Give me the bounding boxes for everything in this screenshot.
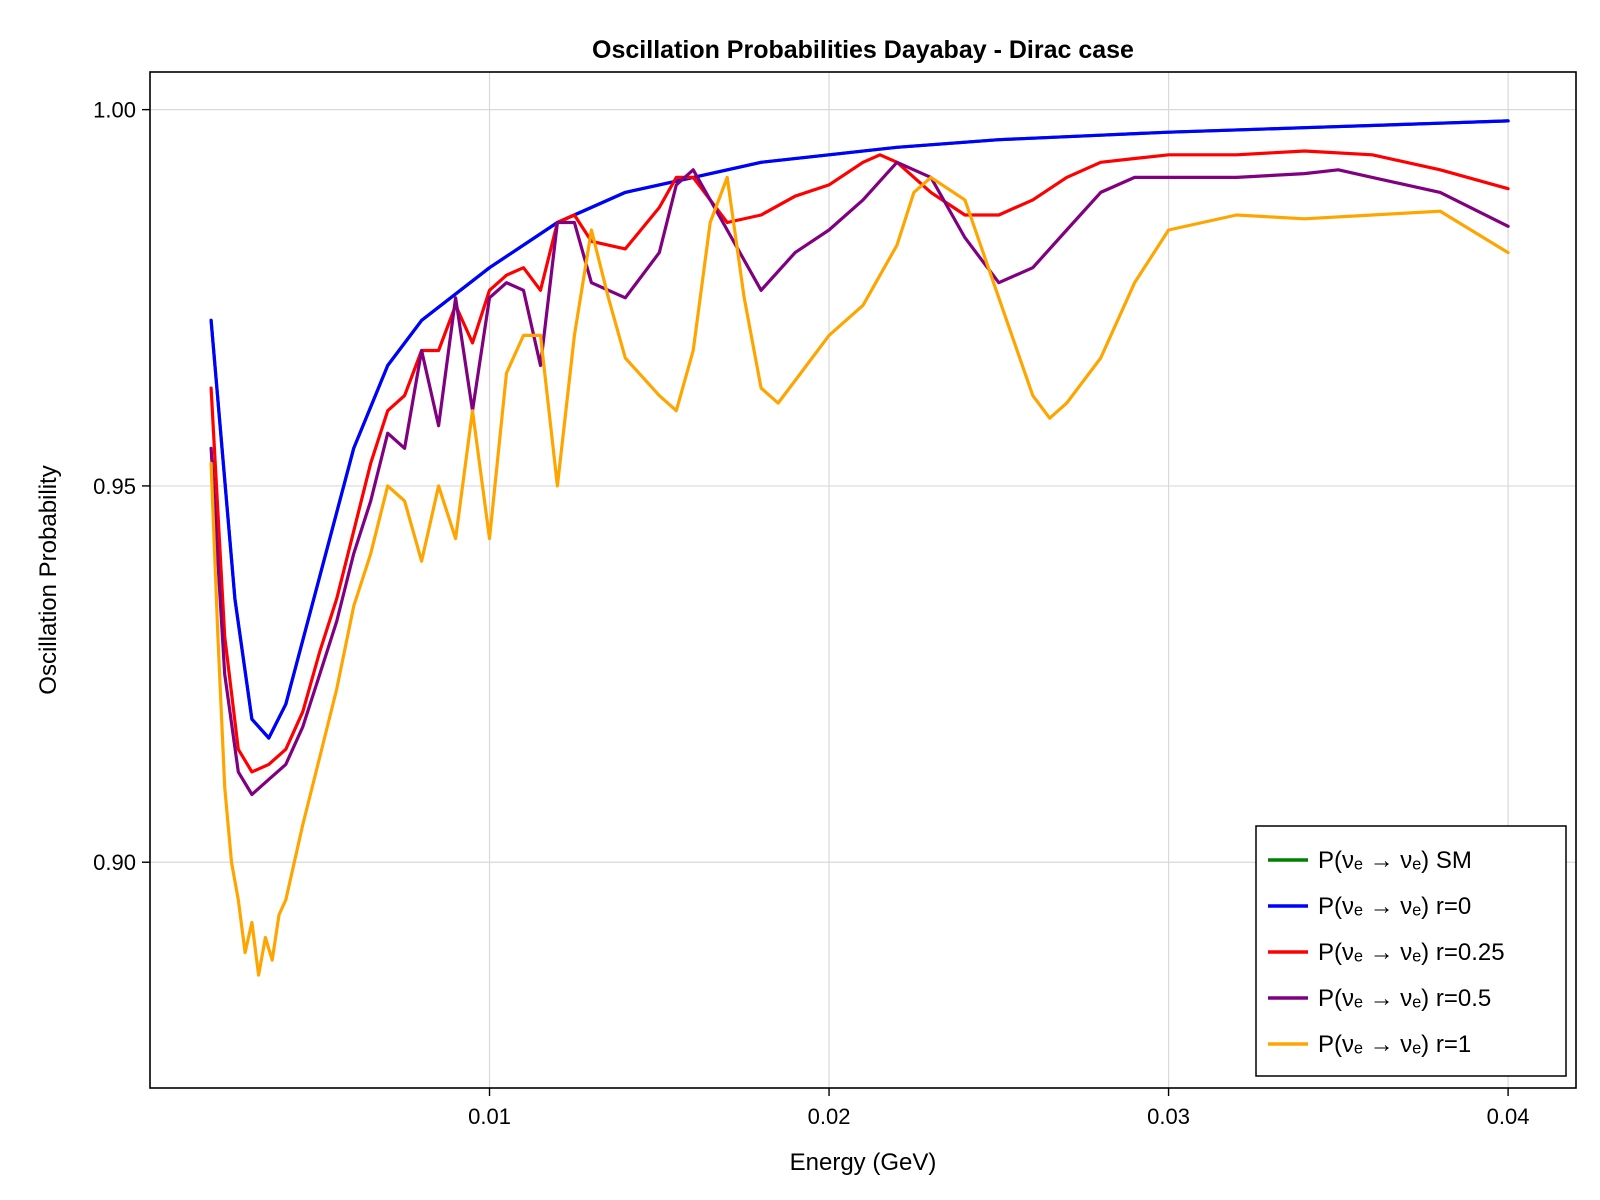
plot-frame [149, 71, 1577, 1089]
legend: P(νₑ → νₑ) SM P(νₑ → νₑ) r=0 P(νₑ → νₑ) r=… [1255, 825, 1567, 1077]
x-axis-label: Energy (GeV) [790, 1149, 937, 1176]
series-line-2 [209, 149, 1510, 774]
tick-layer: 0.01 0.02 0.03 0.04 0.90 0.95 1.00 [93, 98, 1529, 1129]
legend-label-1: P(νₑ → νₑ) r=0 [1318, 893, 1471, 920]
series-line-4 [209, 175, 1510, 977]
x-tick-label: 0.04 [1487, 1104, 1530, 1129]
legend-label-3: P(νₑ → νₑ) r=0.5 [1318, 985, 1491, 1012]
series-line-3 [209, 160, 1510, 797]
x-tick-label: 0.01 [468, 1104, 511, 1129]
x-tick-label: 0.03 [1147, 1104, 1190, 1129]
chart-title: Oscillation Probabilities Dayabay - Dira… [592, 36, 1134, 64]
y-tick-label: 0.90 [93, 850, 136, 875]
y-tick-label: 0.95 [93, 474, 136, 499]
legend-label-2: P(νₑ → νₑ) r=0.25 [1318, 939, 1505, 966]
legend-label-0: P(νₑ → νₑ) SM [1318, 847, 1472, 874]
x-tick-label: 0.02 [808, 1104, 851, 1129]
legend-label-4: P(νₑ → νₑ) r=1 [1318, 1031, 1471, 1058]
series-line-1 [209, 119, 1510, 740]
series-layer [209, 119, 1510, 977]
grid-lines [150, 72, 1576, 1088]
y-axis-label: Oscillation Probability [35, 465, 62, 694]
y-tick-label: 1.00 [93, 98, 136, 123]
